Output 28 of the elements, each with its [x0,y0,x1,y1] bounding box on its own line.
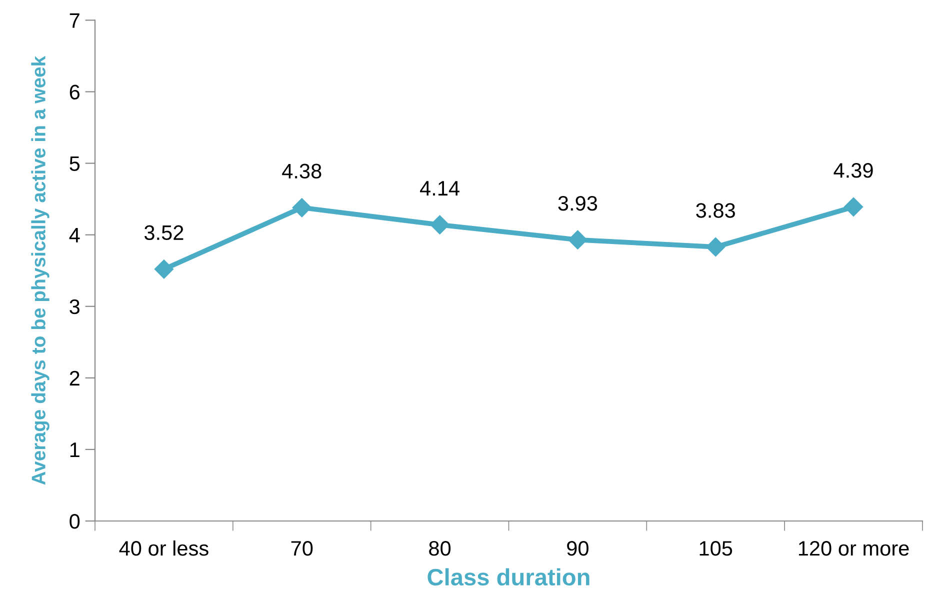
y-tick-label: 0 [70,514,80,529]
data-label: 3.93 [558,196,598,211]
data-label: 3.52 [144,225,184,240]
point [430,215,450,234]
data-label: 4.38 [282,164,322,179]
point [706,237,726,257]
x-tick-label: 120 or more [798,540,909,556]
y-axis-title: Average days to be physically active in a week [31,56,50,485]
point [154,260,174,279]
point [844,197,864,216]
y-tick-label: 2 [70,370,80,386]
point [292,198,312,218]
y-tick-label: 1 [70,442,80,458]
y-tick-label: 3 [70,299,80,314]
data-label: 4.14 [420,181,460,196]
x-tick-label: 105 [700,540,732,556]
x-tick-label: 80 [429,540,451,556]
y-tick-label: 5 [70,156,80,172]
point [568,230,588,250]
y-tick-label: 4 [69,228,80,242]
x-tick-label: 90 [567,540,588,556]
x-axis-title: Class duration [428,568,590,586]
data-label: 4.39 [834,163,873,178]
y-tick-label: 7 [70,13,80,28]
x-tick-label: 40 or less [119,540,208,556]
y-tick-label: 6 [70,84,80,100]
data-label: 3.83 [696,203,735,218]
x-tick-label: 70 [291,540,313,556]
